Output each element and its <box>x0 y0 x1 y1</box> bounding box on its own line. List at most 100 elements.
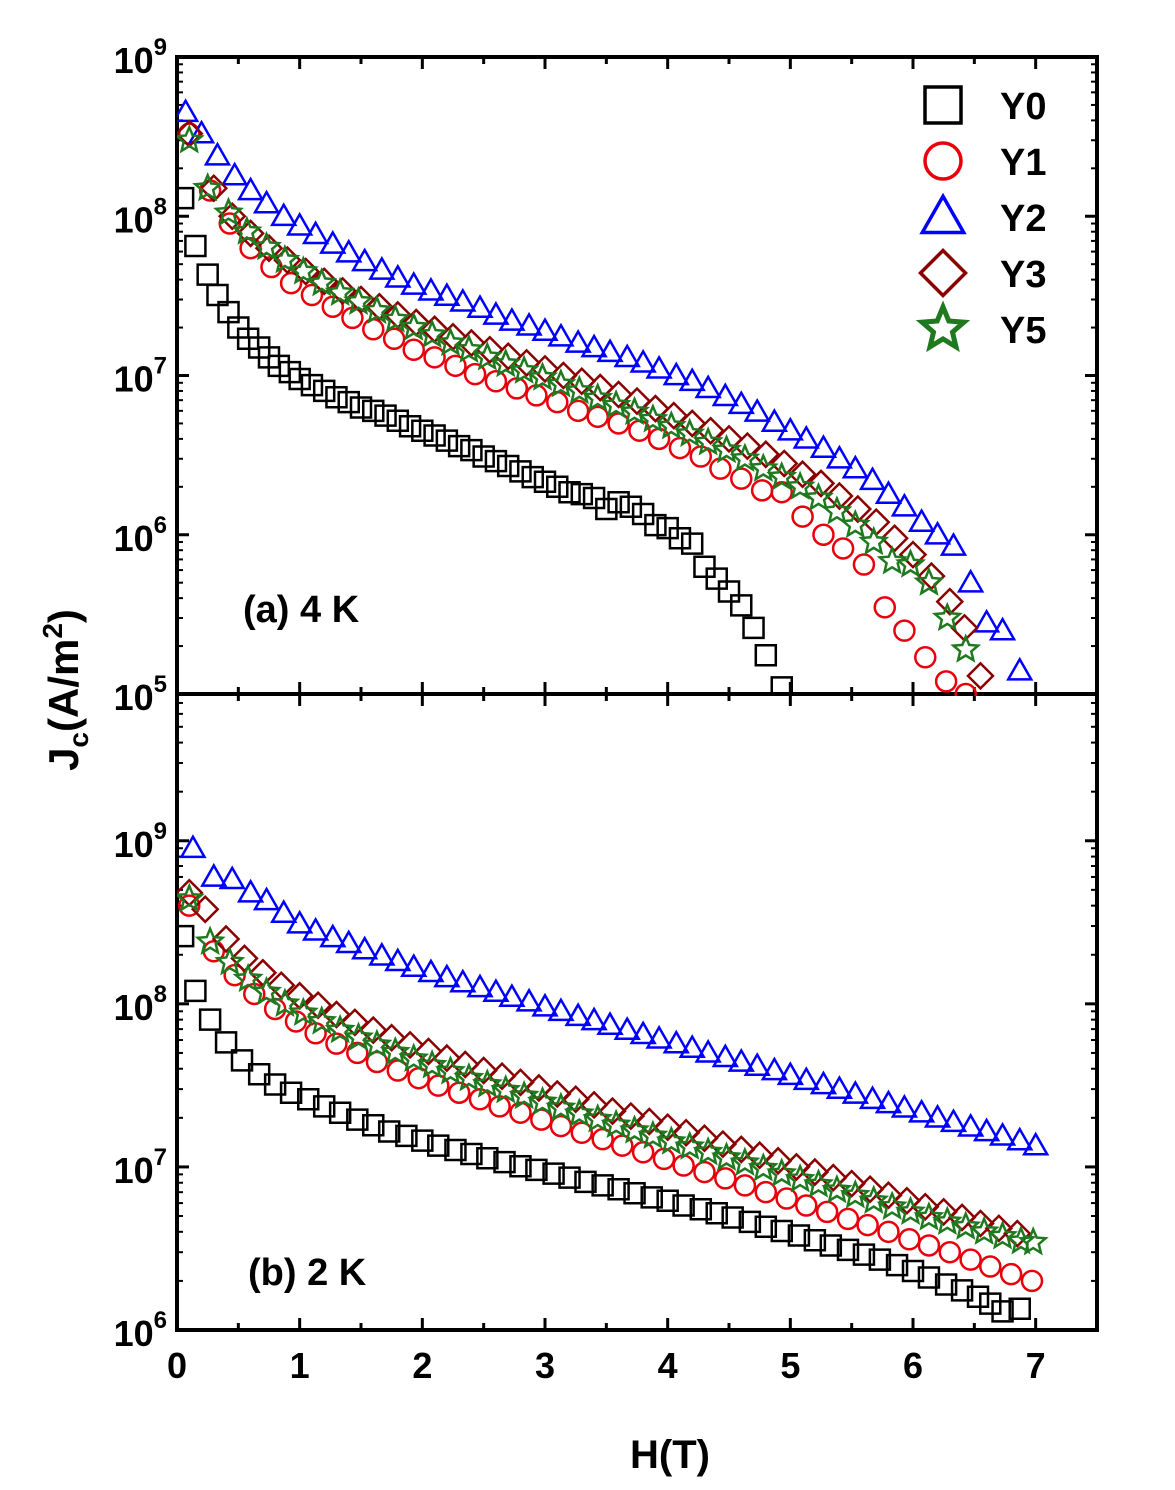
data-point-y0 <box>619 495 643 518</box>
data-point-y0 <box>525 1158 548 1182</box>
data-point-y2 <box>270 202 298 227</box>
data-point-y5 <box>619 395 651 426</box>
data-point-y5 <box>508 354 540 384</box>
data-point-y3 <box>585 373 615 402</box>
data-point-y0 <box>374 404 397 427</box>
data-point-y5 <box>821 1173 853 1204</box>
legend-label-y2: Y2 <box>1000 198 1046 240</box>
data-point-y0 <box>836 1238 860 1262</box>
data-point-y5 <box>913 1201 945 1231</box>
legend: Y0 Y1 Y2 Y3 Y5 <box>915 85 1046 353</box>
data-point-y1 <box>917 1234 941 1257</box>
data-point-y2 <box>694 374 722 399</box>
data-point-y2 <box>923 1103 952 1128</box>
data-point-y5 <box>490 1074 522 1104</box>
data-point-y5 <box>416 318 448 349</box>
data-point-y3 <box>217 201 247 231</box>
data-point-y2 <box>1006 1126 1034 1151</box>
data-point-y5 <box>379 1035 411 1066</box>
data-point-y5 <box>324 1013 356 1044</box>
data-point-y3 <box>199 173 229 203</box>
data-point-y1 <box>733 1174 757 1197</box>
data-point-y0 <box>607 490 630 514</box>
data-point-y0 <box>346 1108 369 1131</box>
panel-a-y-tick-label: 105 <box>114 671 167 718</box>
data-point-y5 <box>637 403 669 433</box>
panel-a-plot-area <box>177 98 1034 696</box>
data-point-y5 <box>306 266 338 297</box>
data-point-y1 <box>423 346 446 369</box>
data-point-y1 <box>831 537 855 560</box>
data-point-y3 <box>782 1152 811 1182</box>
data-point-y5 <box>398 311 430 341</box>
data-point-y3 <box>671 1118 701 1148</box>
data-point-y0 <box>328 1101 352 1124</box>
data-point-y1 <box>178 122 201 145</box>
data-point-y2 <box>368 255 396 280</box>
y-axis-title-main: J <box>40 748 87 771</box>
data-point-y2 <box>368 941 396 966</box>
data-point-y0 <box>484 449 508 473</box>
data-point-y3 <box>843 494 873 524</box>
data-point-y3 <box>880 524 909 553</box>
data-point-y1 <box>714 1167 737 1190</box>
panel-a-series-y0 <box>177 186 793 696</box>
data-point-y0 <box>521 465 544 489</box>
data-point-y3 <box>487 1061 517 1091</box>
data-point-y0 <box>337 390 360 414</box>
data-point-y3 <box>579 1090 609 1120</box>
data-point-y3 <box>696 416 725 445</box>
data-point-y5 <box>600 1108 632 1139</box>
data-point-y5 <box>655 410 687 440</box>
data-point-y2 <box>580 333 608 358</box>
data-point-y0 <box>362 399 385 423</box>
data-point-y3 <box>414 1037 443 1066</box>
data-point-y0 <box>230 1049 254 1072</box>
data-point-y5 <box>747 1152 779 1182</box>
data-point-y2 <box>596 1011 624 1036</box>
data-point-y3 <box>377 1023 406 1052</box>
data-point-y0 <box>300 373 324 397</box>
data-point-y1 <box>836 1207 860 1231</box>
data-point-y5 <box>471 341 503 371</box>
data-point-y0 <box>950 1279 974 1302</box>
data-point-y2 <box>301 916 330 941</box>
panel-b-series-y3 <box>177 878 1032 1248</box>
data-point-y3 <box>898 540 928 569</box>
data-layer <box>177 98 1050 1323</box>
data-point-y1 <box>815 1200 839 1224</box>
data-point-y3 <box>561 1084 590 1114</box>
data-point-y0 <box>496 454 520 478</box>
data-point-y5 <box>803 481 834 512</box>
data-point-y2 <box>400 953 428 977</box>
panel-a-annotation: (a) 4 K <box>243 589 360 631</box>
legend-marker-y2 <box>919 192 967 235</box>
data-point-y5 <box>192 171 224 202</box>
data-point-y5 <box>766 1157 798 1187</box>
data-point-y3 <box>855 1174 885 1204</box>
data-point-y0 <box>196 263 219 286</box>
data-point-y1 <box>954 682 977 696</box>
data-point-y0 <box>312 1095 336 1118</box>
data-point-y2 <box>203 141 232 166</box>
panel-b-annotation: (b) 2 K <box>248 1252 367 1294</box>
data-point-y3 <box>512 348 541 378</box>
data-point-y2 <box>252 886 281 911</box>
data-point-y2 <box>645 1024 673 1049</box>
data-point-y0 <box>668 527 692 550</box>
data-point-y5 <box>674 1130 706 1160</box>
data-point-y5 <box>306 1005 338 1035</box>
data-point-y5 <box>177 124 205 154</box>
panel-b-plot-area <box>177 834 1050 1323</box>
data-point-y2 <box>939 1108 968 1133</box>
data-point-y3 <box>211 924 241 954</box>
data-point-y5 <box>931 601 963 632</box>
data-point-y5 <box>987 1220 1019 1250</box>
data-point-y0 <box>325 386 348 409</box>
data-point-y0 <box>868 1248 892 1271</box>
data-point-y2 <box>417 958 445 983</box>
data-point-y0 <box>934 1273 958 1296</box>
data-point-y2 <box>515 311 543 336</box>
data-point-y3 <box>726 1135 756 1164</box>
data-point-y2 <box>466 973 494 998</box>
